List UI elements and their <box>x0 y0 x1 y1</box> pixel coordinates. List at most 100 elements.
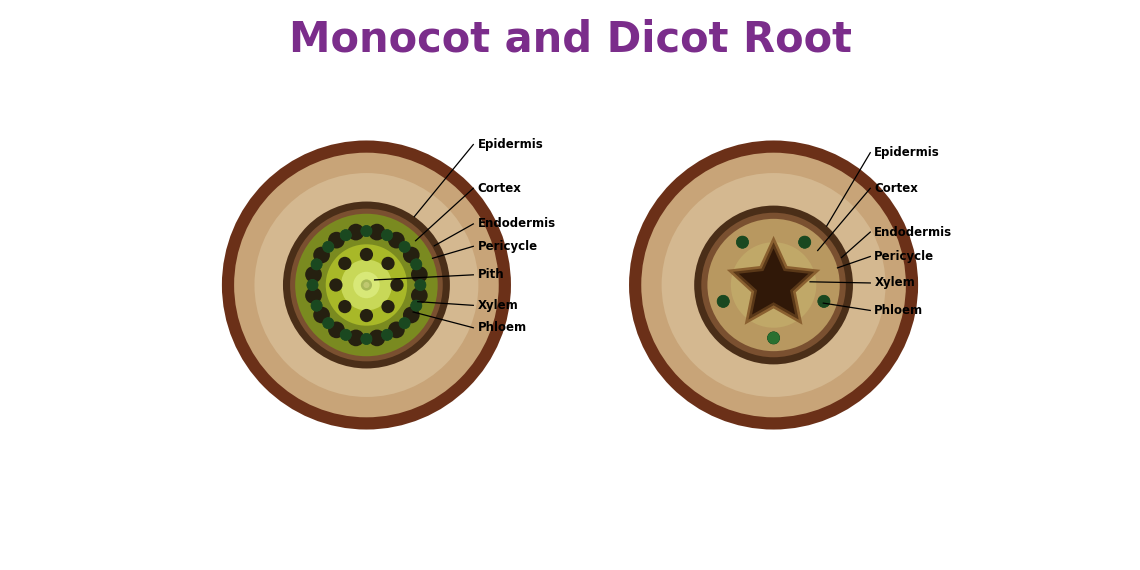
Circle shape <box>399 317 410 329</box>
Circle shape <box>415 279 426 291</box>
Circle shape <box>314 307 329 323</box>
Circle shape <box>708 219 840 351</box>
Circle shape <box>817 295 830 307</box>
Circle shape <box>717 295 730 307</box>
Circle shape <box>410 300 422 311</box>
Circle shape <box>329 278 342 292</box>
Circle shape <box>410 259 422 270</box>
Text: Cortex: Cortex <box>874 182 918 195</box>
Polygon shape <box>739 249 808 315</box>
Circle shape <box>222 140 511 430</box>
Polygon shape <box>733 242 814 320</box>
Circle shape <box>340 329 351 340</box>
Text: Pericycle: Pericycle <box>478 240 537 253</box>
Text: Xylem: Xylem <box>874 276 915 290</box>
Text: Phloem: Phloem <box>874 304 923 317</box>
Circle shape <box>295 214 438 356</box>
Circle shape <box>412 266 428 283</box>
Circle shape <box>340 230 351 241</box>
Text: Monocot and Dicot Root: Monocot and Dicot Root <box>288 18 852 60</box>
Circle shape <box>353 272 380 298</box>
Circle shape <box>348 329 365 346</box>
Text: Pith: Pith <box>478 268 504 282</box>
Text: Pericycle: Pericycle <box>874 250 935 263</box>
Polygon shape <box>727 236 821 325</box>
Circle shape <box>339 257 351 270</box>
Circle shape <box>382 329 392 340</box>
Circle shape <box>629 140 918 430</box>
Circle shape <box>306 287 321 304</box>
Circle shape <box>382 230 392 241</box>
Circle shape <box>701 213 846 357</box>
Circle shape <box>339 300 351 313</box>
Text: Cortex: Cortex <box>478 182 521 195</box>
Circle shape <box>799 236 811 249</box>
Circle shape <box>361 226 372 237</box>
Circle shape <box>382 230 392 241</box>
Circle shape <box>399 241 410 253</box>
Text: Xylem: Xylem <box>478 299 518 312</box>
Circle shape <box>382 329 392 340</box>
Circle shape <box>234 153 499 417</box>
Circle shape <box>307 279 318 291</box>
Circle shape <box>328 321 344 338</box>
Circle shape <box>361 226 372 237</box>
Circle shape <box>311 300 323 311</box>
Circle shape <box>340 230 351 241</box>
Circle shape <box>361 333 372 344</box>
Circle shape <box>412 287 428 304</box>
Circle shape <box>694 206 853 364</box>
Circle shape <box>388 321 405 338</box>
Circle shape <box>767 332 780 344</box>
Circle shape <box>348 224 365 241</box>
Circle shape <box>382 300 394 313</box>
Circle shape <box>390 278 404 292</box>
Circle shape <box>323 317 334 329</box>
Circle shape <box>767 332 780 344</box>
Circle shape <box>410 300 422 311</box>
Circle shape <box>399 241 410 253</box>
Circle shape <box>311 300 323 311</box>
Circle shape <box>307 279 318 291</box>
Circle shape <box>402 307 420 323</box>
Circle shape <box>731 242 816 328</box>
Circle shape <box>368 329 385 346</box>
Circle shape <box>641 153 906 417</box>
Text: Epidermis: Epidermis <box>478 138 543 151</box>
Circle shape <box>311 259 323 270</box>
Circle shape <box>402 247 420 263</box>
Text: Endodermis: Endodermis <box>478 217 555 230</box>
Circle shape <box>341 259 392 311</box>
Text: Epidermis: Epidermis <box>874 146 940 159</box>
Circle shape <box>283 202 450 368</box>
Circle shape <box>314 247 329 263</box>
Circle shape <box>306 266 321 283</box>
Circle shape <box>717 295 730 307</box>
Text: Phloem: Phloem <box>478 321 527 334</box>
Circle shape <box>323 241 334 253</box>
Circle shape <box>328 232 344 249</box>
Circle shape <box>799 236 811 249</box>
Circle shape <box>410 259 422 270</box>
Circle shape <box>326 245 407 325</box>
Circle shape <box>364 282 369 288</box>
Circle shape <box>415 279 426 291</box>
Circle shape <box>311 259 323 270</box>
Circle shape <box>817 295 830 307</box>
Circle shape <box>736 236 749 249</box>
Circle shape <box>360 309 373 322</box>
Circle shape <box>290 209 442 361</box>
Circle shape <box>360 248 373 261</box>
Circle shape <box>388 232 405 249</box>
Circle shape <box>323 317 334 329</box>
Text: Endodermis: Endodermis <box>874 226 952 239</box>
Circle shape <box>767 332 780 344</box>
Circle shape <box>361 333 372 344</box>
Circle shape <box>399 317 410 329</box>
Circle shape <box>323 241 334 253</box>
Circle shape <box>382 257 394 270</box>
Circle shape <box>254 173 479 397</box>
Circle shape <box>736 236 749 249</box>
Circle shape <box>361 279 372 291</box>
Circle shape <box>368 224 385 241</box>
